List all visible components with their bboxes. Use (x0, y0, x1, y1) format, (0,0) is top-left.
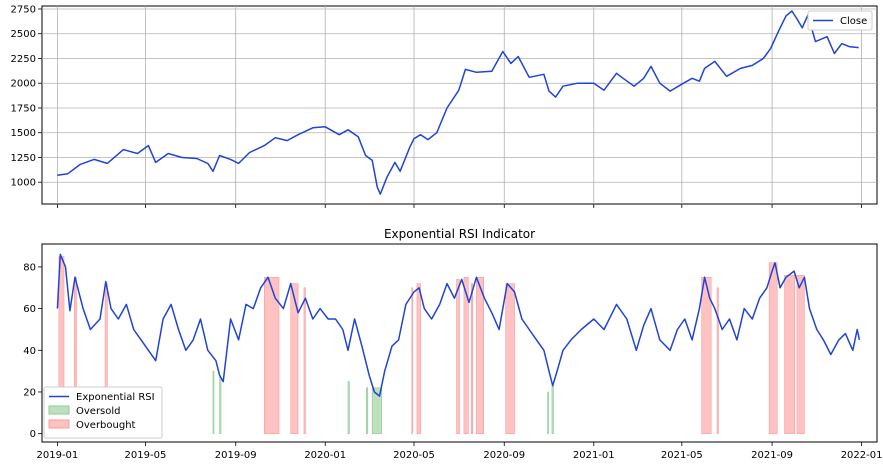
price-close-line (57, 10, 859, 195)
legend-close-label: Close (840, 16, 867, 27)
rsi-legend-box (43, 386, 163, 439)
rsi-chart-title: Exponential RSI Indicator (384, 227, 535, 241)
price-y-tick-label: 1250 (11, 153, 36, 164)
rsi-x-tick-label: 2019-09 (215, 450, 257, 461)
price-legend-box (807, 10, 873, 31)
rsi-chart-frame (41, 243, 878, 443)
price-y-tick-label: 1000 (11, 178, 36, 189)
overbought-span (290, 283, 299, 434)
rsi-x-tick-label: 2020-09 (483, 450, 525, 461)
overbought-span (476, 277, 485, 434)
price-y-tick-label: 2500 (11, 29, 36, 40)
overbought-span (784, 274, 796, 434)
rsi-y-tick-label: 0 (30, 429, 36, 440)
rsi-exponential-rsi-line (56, 253, 861, 397)
oversold-span (219, 377, 222, 434)
price-y-tick-label: 2250 (11, 54, 36, 65)
overbought-span (701, 277, 712, 434)
legend-overbought-label: Overbought (76, 420, 136, 431)
overbought-span (411, 287, 414, 434)
overbought-span (456, 279, 460, 434)
rsi-legend: Exponential RSI Oversold Overbought (43, 386, 163, 439)
price-y-tick-label: 2750 (11, 4, 36, 15)
overbought-span (470, 283, 474, 434)
rsi-y-tick-label: 20 (23, 387, 36, 398)
overbought-span (505, 283, 515, 434)
oversold-span (371, 387, 383, 434)
legend-overbought-swatch (48, 419, 70, 429)
oversold-span (347, 381, 350, 434)
oversold-span (547, 391, 549, 434)
rsi-x-tick-label: 2020-05 (393, 450, 435, 461)
rsi-y-tick-label: 80 (23, 262, 36, 273)
rsi-x-tick-label: 2021-05 (661, 450, 703, 461)
legend-oversold-label: Oversold (76, 406, 121, 417)
overbought-span (796, 274, 805, 434)
rsi-y-tick-label: 40 (23, 346, 36, 357)
rsi-x-tick-label: 2021-01 (573, 450, 615, 461)
rsi-chart-ticks: 2019-01 2019-05 2019-09 2020-01 2020-05 2020-… (23, 262, 882, 461)
rsi-y-tick-label: 60 (23, 304, 36, 315)
price-y-tick-label: 1500 (11, 128, 36, 139)
overbought-span (716, 287, 719, 434)
price-y-tick-label: 2000 (11, 79, 36, 90)
rsi-spans (58, 256, 805, 434)
overbought-span (416, 283, 421, 434)
price-chart-series (57, 10, 859, 195)
rsi-x-tick-label: 2022-01 (841, 450, 883, 461)
oversold-span (366, 387, 369, 434)
rsi-x-tick-label: 2020-01 (304, 450, 346, 461)
price-chart-grid (42, 6, 877, 204)
legend-oversold-swatch (48, 405, 70, 415)
price-chart-ticks: 1000 1250 1500 1750 2000 2250 2500 2750 (11, 4, 862, 208)
price-legend: Close (807, 10, 873, 31)
rsi-x-tick-label: 2019-05 (125, 450, 167, 461)
rsi-x-tick-label: 2019-01 (37, 450, 79, 461)
overbought-span (463, 277, 469, 434)
price-chart: 1000 1250 1500 1750 2000 2250 2500 2750 Close (11, 4, 878, 208)
rsi-chart-series (56, 253, 861, 397)
oversold-span (212, 370, 215, 434)
price-y-tick-label: 1750 (11, 103, 36, 114)
rsi-x-tick-label: 2021-09 (751, 450, 793, 461)
overbought-span (768, 262, 778, 434)
rsi-chart: Exponential RSI Indicator 2019-01 2019-05… (23, 227, 882, 461)
legend-rsi-label: Exponential RSI (76, 392, 155, 403)
oversold-span (551, 385, 554, 434)
overbought-span (264, 277, 280, 434)
overbought-span (303, 287, 306, 434)
price-chart-frame (41, 5, 878, 205)
